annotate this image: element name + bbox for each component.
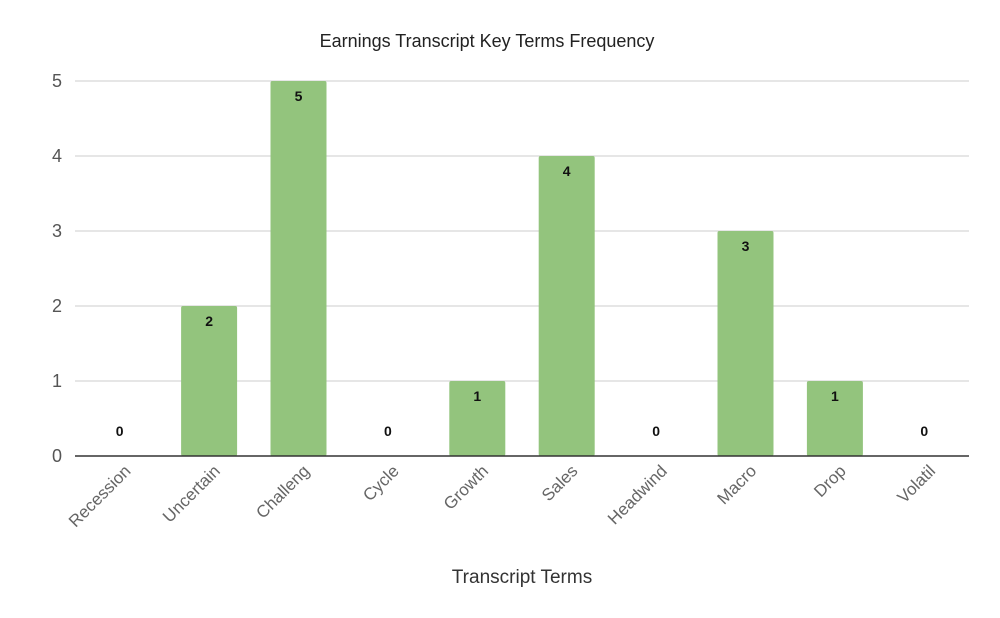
x-tick-label: Cycle xyxy=(359,461,402,504)
data-labels: 0 2 5 0 1 4 0 3 1 0 xyxy=(116,88,929,439)
y-tick-label: 3 xyxy=(52,221,62,241)
bars xyxy=(181,81,863,456)
x-tick-label: Uncertain xyxy=(159,461,224,526)
data-label: 0 xyxy=(384,423,392,439)
data-label: 1 xyxy=(473,388,481,404)
bar xyxy=(717,231,774,456)
x-tick-label: Drop xyxy=(810,461,849,500)
y-tick-label: 2 xyxy=(52,296,62,316)
data-label: 3 xyxy=(742,238,750,254)
data-label: 0 xyxy=(652,423,660,439)
x-tick-label: Sales xyxy=(538,461,582,505)
bar xyxy=(449,381,506,456)
x-tick-label: Volatil xyxy=(894,461,940,507)
data-label: 5 xyxy=(295,88,303,104)
y-tick-label: 5 xyxy=(52,71,62,91)
x-axis-title: Transcript Terms xyxy=(452,567,592,588)
x-tick-label: Recession xyxy=(65,461,135,531)
chart-title: Earnings Transcript Key Terms Frequency xyxy=(320,31,655,51)
x-tick-label: Headwind xyxy=(604,461,671,528)
data-label: 0 xyxy=(116,423,124,439)
y-tick-label: 4 xyxy=(52,146,62,166)
x-tick-label: Macro xyxy=(713,461,760,508)
bar xyxy=(806,381,863,456)
bar xyxy=(181,306,238,456)
bar xyxy=(538,156,595,456)
data-label: 0 xyxy=(920,423,928,439)
x-tick-label: Growth xyxy=(440,461,492,513)
bar xyxy=(270,81,327,456)
y-tick-label: 1 xyxy=(52,371,62,391)
x-tick-label: Challeng xyxy=(252,461,313,522)
x-axis: Recession Uncertain Challeng Cycle Growth Sal… xyxy=(65,455,969,531)
data-label: 1 xyxy=(831,388,839,404)
y-tick-label: 0 xyxy=(52,446,62,466)
data-label: 4 xyxy=(563,163,571,179)
data-label: 2 xyxy=(205,313,213,329)
